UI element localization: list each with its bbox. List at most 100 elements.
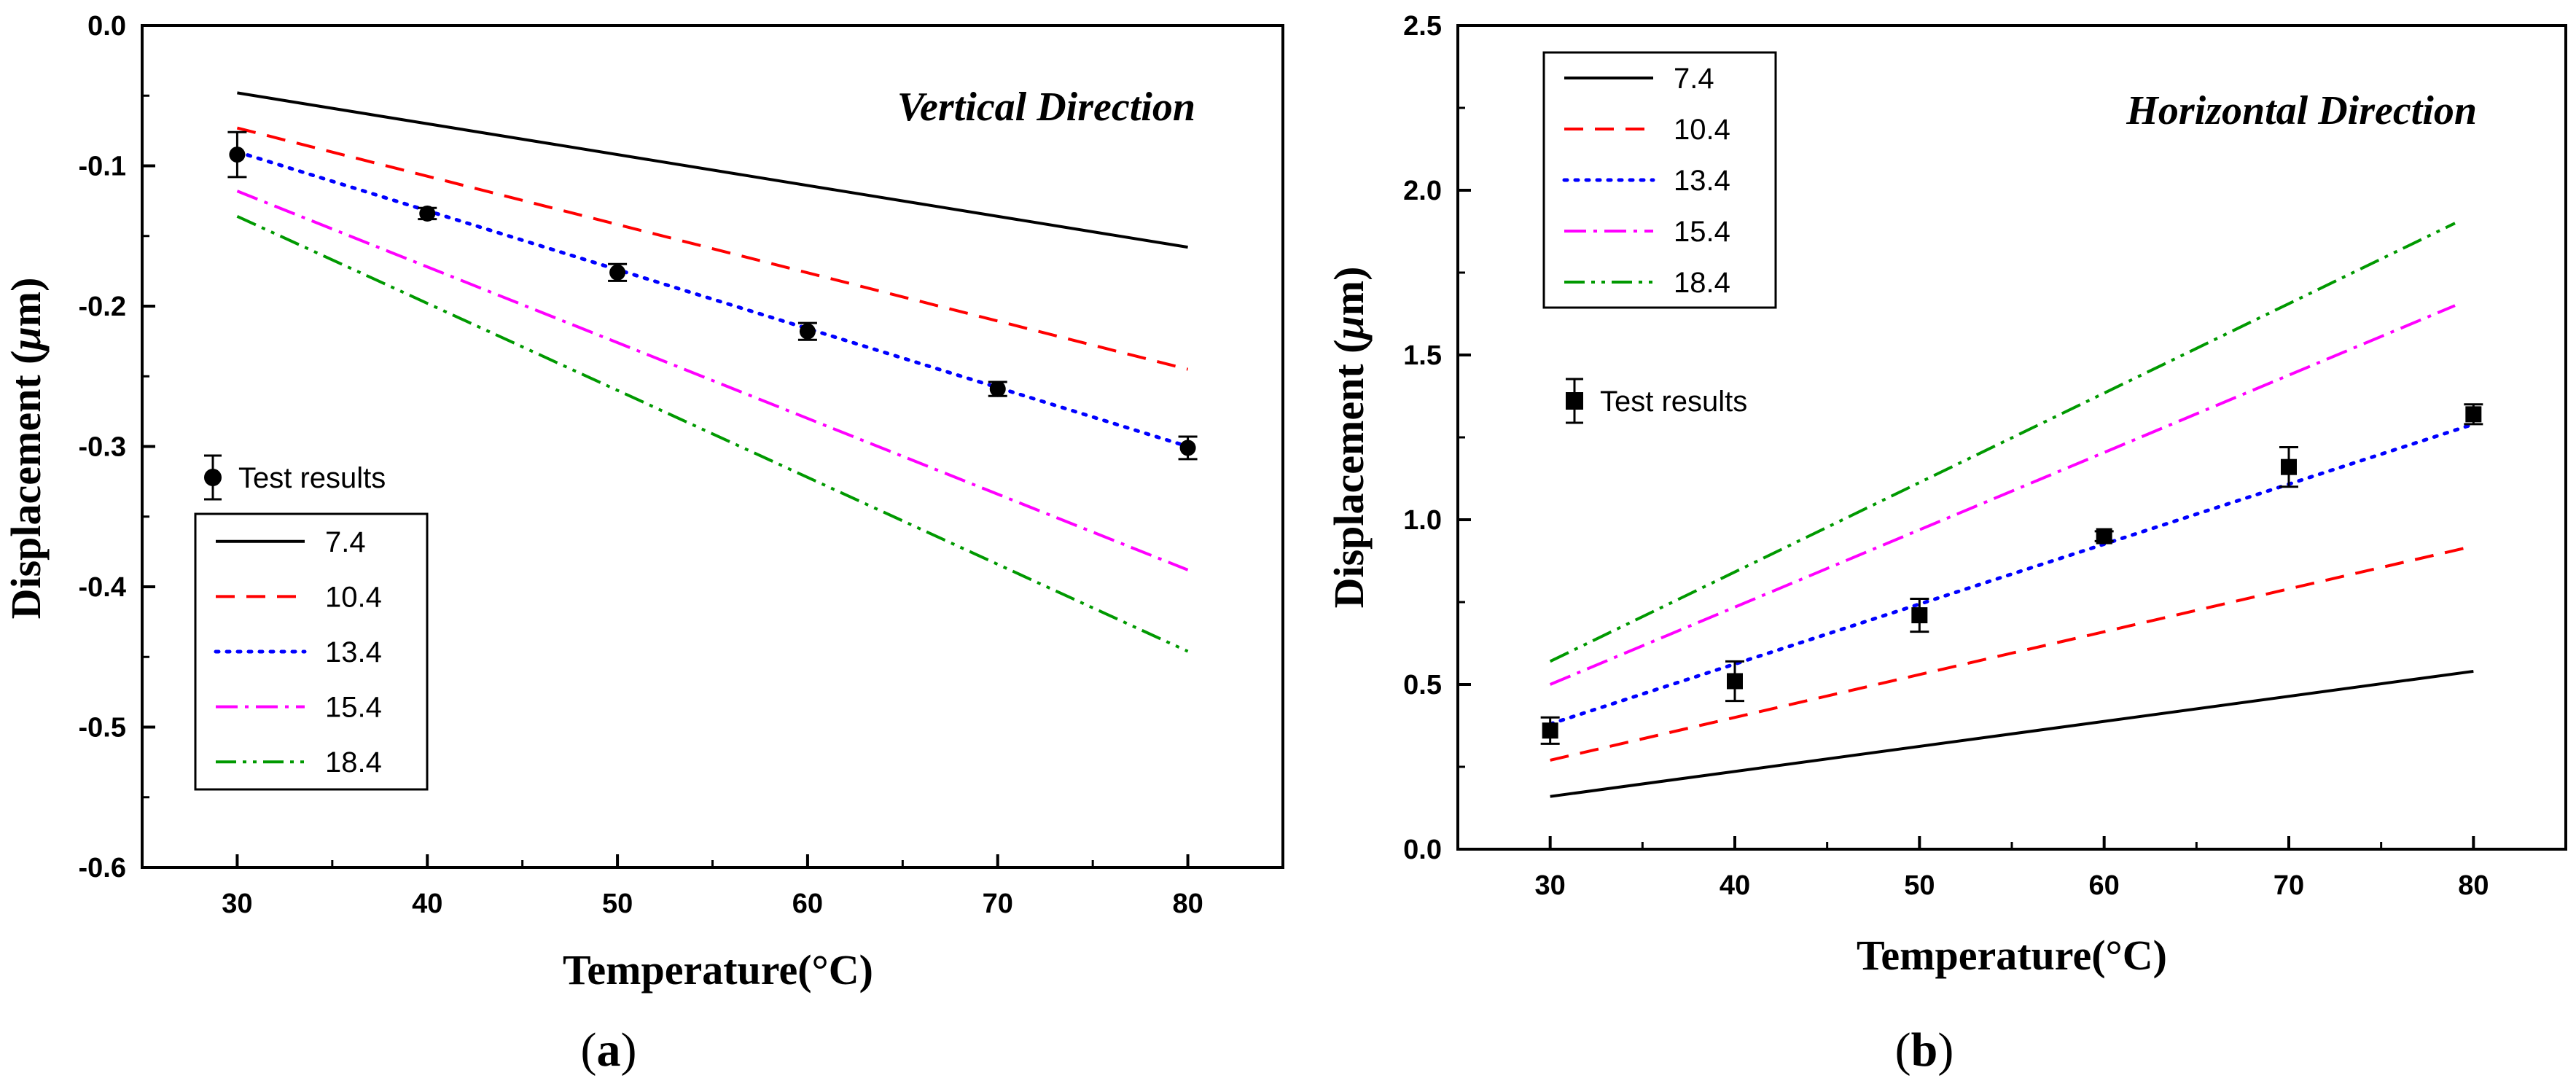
y-axis-title: Displacement (μm) [1325, 267, 1373, 609]
caption-letter: a [597, 1023, 621, 1077]
x-tick-label: 50 [602, 889, 633, 919]
panel-caption: (a) [581, 1023, 637, 1077]
caption-open-paren: ( [581, 1023, 597, 1077]
y-axis-title-prefix: Displacement ( [2, 351, 50, 620]
test-results-legend: Test results [204, 454, 386, 501]
x-tick-label: 80 [2458, 870, 2489, 901]
test-result-marker [989, 380, 1006, 397]
chart-panel-a: 30 40 50 60 70 80 0.0 -0.1 -0.2 -0.3 -0.4 -0.5 -0.6 T… [2, 11, 1284, 1077]
legend-label-13-4: 13.4 [1674, 165, 1730, 197]
legend-label-18-4: 18.4 [325, 746, 382, 778]
y-axis-title-mu: μ [1325, 316, 1373, 341]
legend-label-13-4: 13.4 [325, 636, 382, 668]
test-result-point [2464, 403, 2483, 426]
test-result-point [988, 380, 1007, 397]
test-result-point [608, 262, 628, 282]
y-axis-title-mu: μ [2, 327, 50, 352]
test-result-point [2094, 528, 2114, 544]
y-axis-title-suffix: m) [2, 278, 50, 327]
test-result-marker [1727, 673, 1743, 690]
test-result-point [1910, 597, 1929, 633]
series-line-7-4 [1550, 669, 2474, 798]
series-line-18-4 [236, 214, 1189, 653]
chart-title: Horizontal Direction [2126, 88, 2477, 133]
chart-panel-b: 30 40 50 60 70 80 0.0 0.5 1.0 1.5 2.0 2.5 Test resul… [1325, 11, 2567, 1077]
test-result-marker [799, 323, 816, 340]
test-result-marker [2096, 528, 2112, 544]
y-tick-label: -0.2 [79, 292, 126, 322]
test-result-point [797, 321, 817, 341]
test-result-marker [609, 264, 626, 281]
test-result-marker [1542, 722, 1558, 739]
x-tick-label: 60 [792, 889, 823, 919]
test-result-marker [2465, 406, 2482, 423]
series-line-13-4 [235, 149, 1190, 448]
x-tick-label: 40 [412, 889, 442, 919]
caption-close-paren: ) [621, 1023, 637, 1077]
series-line-13-4 [1548, 422, 2475, 726]
legend-label-18-4: 18.4 [1674, 267, 1730, 299]
test-result-marker [1911, 607, 1928, 624]
legend-label-10-4: 10.4 [325, 581, 382, 613]
y-axis-title: Displacement (μm) [2, 278, 50, 620]
x-tick-label: 40 [1720, 870, 1750, 901]
y-tick-label: 0.5 [1403, 670, 1442, 700]
y-tick-label: -0.4 [79, 572, 126, 603]
series-line-15-4 [1549, 304, 2456, 686]
test-result-point [418, 205, 437, 222]
test-result-point [1725, 660, 1744, 703]
legend-box [1542, 51, 1777, 309]
test-result-marker [1566, 392, 1583, 410]
y-tick-label: 0.0 [87, 11, 126, 42]
y-axis-title-suffix: m) [1325, 267, 1373, 316]
legend-box [194, 512, 429, 791]
x-axis-title: Temperature(°C) [1857, 932, 2167, 979]
legend-label-15-4: 15.4 [1674, 216, 1730, 248]
x-tick-label: 60 [2089, 870, 2120, 901]
test-result-marker [229, 147, 246, 163]
x-axis-title: Temperature(°C) [563, 946, 873, 994]
legend-label-7-4: 7.4 [1674, 63, 1714, 95]
series-legend: 7.4 10.4 13.4 15.4 18.4 [1542, 51, 1777, 309]
y-tick-label: 1.5 [1403, 340, 1442, 371]
test-result-marker [1179, 440, 1196, 456]
test-result-marker [204, 469, 222, 486]
test-results-label: Test results [238, 462, 386, 494]
test-result-marker [2281, 458, 2297, 475]
caption-letter: b [1911, 1023, 1938, 1077]
chart-title: Vertical Direction [897, 85, 1195, 130]
test-result-point [1178, 435, 1198, 461]
test-result-point [2279, 446, 2298, 488]
test-result-point [1540, 716, 1560, 745]
y-axis-title-prefix: Displacement ( [1325, 340, 1373, 609]
x-tick-label: 80 [1172, 889, 1203, 919]
test-results-label: Test results [1600, 386, 1747, 418]
y-tick-label: 2.5 [1403, 11, 1442, 42]
series-line-18-4 [1549, 222, 2456, 663]
x-tick-label: 30 [1535, 870, 1566, 901]
legend-label-7-4: 7.4 [325, 526, 366, 558]
y-tick-label: 2.0 [1403, 176, 1442, 206]
caption-open-paren: ( [1895, 1023, 1911, 1077]
x-tick-label: 70 [2273, 870, 2304, 901]
caption-close-paren: ) [1937, 1023, 1954, 1077]
series-legend: 7.4 10.4 13.4 15.4 18.4 [194, 512, 429, 791]
series-line-10-4 [236, 126, 1189, 371]
x-tick-label: 30 [222, 889, 252, 919]
y-tick-label: -0.5 [79, 713, 126, 743]
x-tick-label: 70 [983, 889, 1013, 919]
y-tick-label: 1.0 [1403, 505, 1442, 536]
series-line-7-4 [237, 91, 1188, 249]
test-results-legend: Test results [1566, 378, 1747, 424]
legend-label-15-4: 15.4 [325, 692, 382, 724]
y-tick-label: -0.6 [79, 853, 126, 883]
series-line-10-4 [1550, 544, 2474, 762]
y-tick-label: -0.1 [79, 152, 126, 182]
legend-label-10-4: 10.4 [1674, 114, 1730, 146]
test-result-marker [419, 205, 436, 222]
panel-caption: (b) [1895, 1023, 1954, 1077]
test-result-point [227, 130, 247, 179]
y-tick-label: -0.3 [79, 432, 126, 463]
x-tick-label: 50 [1904, 870, 1935, 901]
